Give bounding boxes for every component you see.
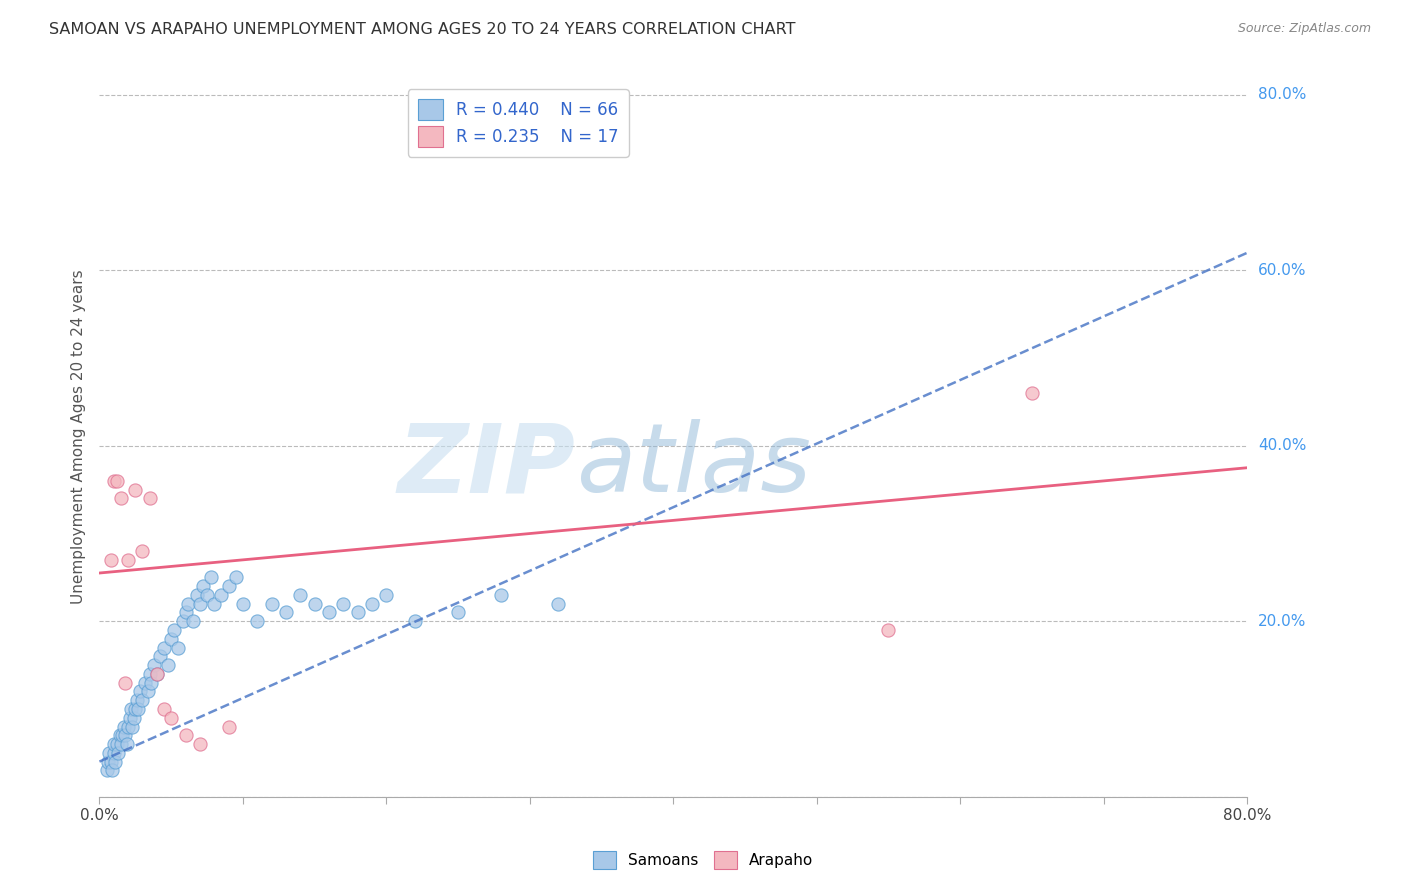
- Point: [225, 570, 247, 584]
- Point: [124, 702, 146, 716]
- Text: 60.0%: 60.0%: [1258, 263, 1306, 278]
- Point: [117, 553, 139, 567]
- Point: [146, 666, 169, 681]
- Point: [97, 755, 120, 769]
- Point: [174, 728, 197, 742]
- Point: [489, 588, 512, 602]
- Point: [157, 658, 180, 673]
- Point: [346, 606, 368, 620]
- Point: [101, 764, 124, 778]
- Point: [246, 614, 269, 628]
- Point: [188, 737, 211, 751]
- Point: [209, 588, 232, 602]
- Point: [114, 675, 136, 690]
- Point: [160, 711, 183, 725]
- Point: [120, 702, 142, 716]
- Point: [191, 579, 214, 593]
- Text: Source: ZipAtlas.com: Source: ZipAtlas.com: [1237, 22, 1371, 36]
- Point: [138, 666, 160, 681]
- Point: [181, 614, 204, 628]
- Point: [404, 614, 426, 628]
- Point: [186, 588, 208, 602]
- Text: 40.0%: 40.0%: [1258, 438, 1306, 453]
- Point: [103, 746, 125, 760]
- Point: [361, 597, 384, 611]
- Point: [131, 693, 153, 707]
- Point: [100, 755, 122, 769]
- Point: [547, 597, 569, 611]
- Point: [127, 702, 149, 716]
- Point: [142, 658, 165, 673]
- Point: [195, 588, 218, 602]
- Point: [110, 491, 132, 506]
- Point: [96, 764, 118, 778]
- Point: [149, 649, 172, 664]
- Point: [375, 588, 398, 602]
- Point: [260, 597, 283, 611]
- Point: [1021, 386, 1043, 401]
- Point: [128, 684, 150, 698]
- Point: [121, 719, 143, 733]
- Point: [447, 606, 470, 620]
- Text: 80.0%: 80.0%: [1258, 87, 1306, 103]
- Point: [139, 675, 162, 690]
- Point: [107, 746, 129, 760]
- Point: [103, 737, 125, 751]
- Point: [98, 746, 121, 760]
- Point: [202, 597, 225, 611]
- Point: [122, 711, 145, 725]
- Point: [105, 737, 128, 751]
- Text: atlas: atlas: [575, 419, 811, 512]
- Point: [111, 728, 134, 742]
- Legend: Samoans, Arapaho: Samoans, Arapaho: [586, 845, 820, 875]
- Point: [188, 597, 211, 611]
- Point: [105, 474, 128, 488]
- Point: [124, 483, 146, 497]
- Point: [136, 684, 159, 698]
- Text: ZIP: ZIP: [398, 419, 575, 512]
- Point: [108, 728, 131, 742]
- Point: [153, 640, 176, 655]
- Point: [290, 588, 312, 602]
- Point: [112, 719, 135, 733]
- Point: [100, 553, 122, 567]
- Point: [304, 597, 326, 611]
- Point: [177, 597, 200, 611]
- Point: [117, 719, 139, 733]
- Point: [318, 606, 340, 620]
- Point: [172, 614, 194, 628]
- Point: [200, 570, 222, 584]
- Point: [114, 728, 136, 742]
- Point: [115, 737, 138, 751]
- Point: [125, 693, 148, 707]
- Point: [110, 737, 132, 751]
- Y-axis label: Unemployment Among Ages 20 to 24 years: Unemployment Among Ages 20 to 24 years: [72, 269, 86, 605]
- Text: 20.0%: 20.0%: [1258, 614, 1306, 629]
- Point: [163, 623, 186, 637]
- Point: [146, 666, 169, 681]
- Point: [218, 719, 240, 733]
- Text: SAMOAN VS ARAPAHO UNEMPLOYMENT AMONG AGES 20 TO 24 YEARS CORRELATION CHART: SAMOAN VS ARAPAHO UNEMPLOYMENT AMONG AGE…: [49, 22, 796, 37]
- Point: [218, 579, 240, 593]
- Point: [131, 544, 153, 558]
- Point: [332, 597, 354, 611]
- Point: [232, 597, 254, 611]
- Point: [160, 632, 183, 646]
- Point: [167, 640, 190, 655]
- Point: [153, 702, 176, 716]
- Point: [877, 623, 900, 637]
- Legend: R = 0.440    N = 66, R = 0.235    N = 17: R = 0.440 N = 66, R = 0.235 N = 17: [408, 89, 628, 157]
- Point: [138, 491, 160, 506]
- Point: [104, 755, 127, 769]
- Point: [274, 606, 297, 620]
- Point: [118, 711, 141, 725]
- Point: [134, 675, 156, 690]
- Point: [103, 474, 125, 488]
- Point: [174, 606, 197, 620]
